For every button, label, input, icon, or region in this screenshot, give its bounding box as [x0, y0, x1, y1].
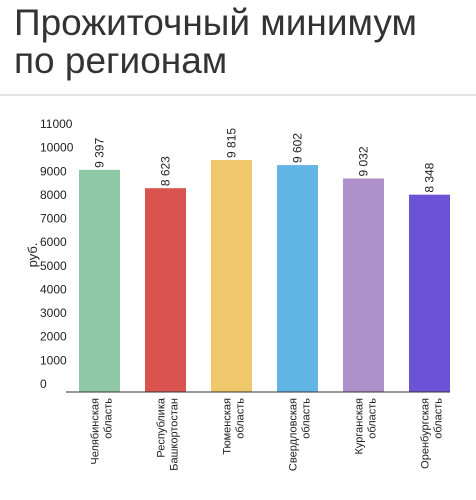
x-category-line: Тюменская — [222, 398, 234, 455]
x-category-label: Оренбургскаяобласть — [420, 398, 445, 469]
y-tick-label: 1000 — [40, 353, 67, 367]
data-labels: 9 397 8 623 9 815 9 602 9 032 8 348 — [93, 128, 437, 193]
y-tick-label: 11000 — [40, 117, 73, 131]
bar — [409, 194, 450, 392]
x-category-line: область — [103, 398, 115, 439]
data-label: 9 032 — [357, 146, 371, 176]
data-label: 9 815 — [225, 128, 239, 158]
y-tick-label: 8000 — [40, 188, 67, 202]
bar — [211, 160, 252, 392]
page-title: Прожиточный минимум по регионам — [14, 2, 417, 81]
bar — [145, 188, 186, 392]
x-category-line: Челябинская — [90, 398, 102, 465]
bar — [343, 178, 384, 392]
data-label: 8 623 — [159, 156, 173, 186]
x-category-line: Башкортостан — [169, 398, 181, 471]
y-axis-ticks: 0 1000 2000 3000 4000 5000 6000 7000 8000 9000 100… — [40, 117, 74, 391]
bar — [79, 169, 120, 392]
y-tick-label: 10000 — [40, 141, 74, 155]
y-tick-label: 3000 — [40, 306, 67, 320]
x-category-label: Свердловскаяобласть — [288, 398, 313, 471]
x-category-line: область — [235, 398, 247, 439]
x-category-label: Тюменскаяобласть — [222, 398, 247, 455]
x-category-line: область — [301, 398, 313, 439]
x-category-label: РеспубликаБашкортостан — [156, 397, 181, 471]
y-tick-label: 4000 — [40, 282, 67, 296]
x-category-label: Курганскаяобласть — [354, 398, 379, 455]
y-tick-label: 0 — [40, 377, 47, 391]
y-tick-label: 2000 — [40, 330, 67, 344]
data-label: 9 397 — [93, 138, 107, 168]
data-label: 8 348 — [423, 162, 437, 192]
x-axis-categories: Челябинскаяобласть РеспубликаБашкортостан… — [90, 397, 445, 471]
y-tick-label: 5000 — [40, 259, 67, 273]
y-tick-label: 7000 — [40, 212, 67, 226]
x-category-line: область — [433, 398, 445, 439]
x-category-line: Курганская — [354, 398, 366, 455]
y-tick-label: 9000 — [40, 164, 67, 178]
x-category-label: Челябинскаяобласть — [90, 398, 115, 465]
bar — [277, 165, 318, 392]
bars — [79, 160, 450, 392]
x-category-line: Республика — [156, 397, 168, 457]
x-category-line: Свердловская — [288, 398, 300, 471]
y-axis-label: руб. — [25, 243, 40, 268]
y-tick-label: 6000 — [40, 235, 67, 249]
x-category-line: Оренбургская — [420, 398, 432, 469]
x-category-line: область — [367, 398, 379, 439]
data-label: 9 602 — [291, 133, 305, 163]
title-divider — [0, 94, 476, 96]
